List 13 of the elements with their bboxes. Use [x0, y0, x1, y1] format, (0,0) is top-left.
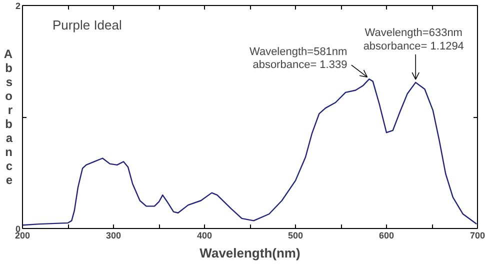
x-tick-label: 200: [14, 230, 30, 240]
x-tick-label: 500: [288, 230, 304, 240]
x-tick-label: 700: [470, 230, 485, 240]
x-tick-label: 300: [106, 230, 122, 240]
text: Absorbance: [4, 47, 13, 187]
text: Purple Ideal: [52, 18, 122, 32]
x-axis-title: Wavelength(nm): [200, 246, 300, 260]
y-tick-label: 2: [15, 1, 21, 11]
x-tick-label: 600: [378, 230, 394, 240]
annotation: Wavelength=581nm absorbance= 1.339: [249, 46, 348, 72]
line-series: [22, 78, 478, 226]
x-tick-label: 400: [196, 230, 212, 240]
annotation: Wavelength=633nm absorbance= 1.1294: [363, 27, 464, 52]
